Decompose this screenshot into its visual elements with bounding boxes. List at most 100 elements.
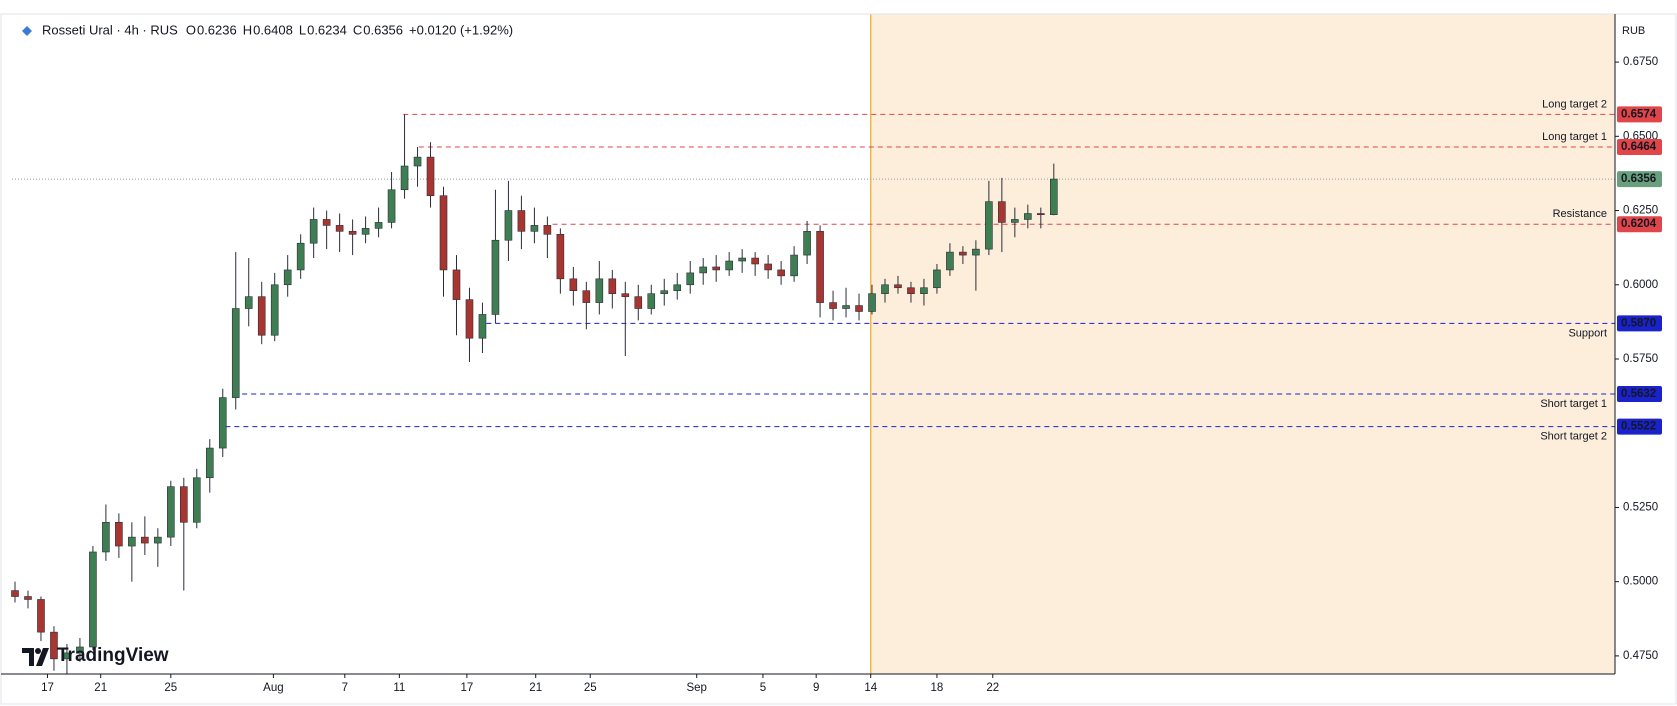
currency: RUB — [1622, 25, 1645, 37]
level-label: 0.5522 — [1621, 421, 1656, 433]
ohlc-key: H — [243, 22, 252, 37]
candle-body — [50, 631, 58, 660]
candle-body — [842, 305, 850, 309]
x-tick-label: 21 — [94, 682, 107, 694]
candle-body — [63, 652, 71, 660]
current-price-badge — [1617, 171, 1662, 188]
candle-body — [205, 447, 214, 479]
y-tick-label: 0.6750 — [1623, 56, 1658, 68]
candle-body — [855, 305, 863, 312]
candle-body — [141, 536, 149, 544]
x-tick-label: 21 — [529, 682, 542, 694]
candle-body — [361, 228, 370, 235]
candle-body — [413, 156, 422, 167]
candle-body — [1011, 219, 1019, 223]
ohlc-key: C — [353, 22, 362, 37]
x-tick-label: 22 — [986, 682, 999, 694]
level-name: Short target 1 — [1540, 398, 1607, 410]
candle-body — [309, 219, 318, 244]
x-tick-label: 25 — [584, 682, 597, 694]
candle-body — [387, 189, 396, 223]
candle-body — [803, 231, 811, 256]
candle-body — [76, 646, 84, 654]
candle-body — [764, 263, 772, 271]
candle-body — [296, 242, 305, 271]
y-tick-label: 0.6000 — [1623, 279, 1658, 291]
candle-body — [322, 219, 331, 226]
x-tick-label: 17 — [41, 682, 54, 694]
level-name: Long target 1 — [1542, 131, 1607, 143]
level-badge — [1617, 106, 1662, 123]
logo-dot — [35, 648, 41, 654]
candle-body — [907, 287, 915, 294]
candle-body — [504, 210, 513, 241]
level-badge — [1617, 139, 1662, 156]
candle-body — [517, 210, 526, 232]
candle-body — [894, 284, 902, 289]
level-label: 0.6204 — [1621, 218, 1657, 230]
candle-body — [660, 290, 669, 294]
change: +0.0120 (+1.92%) — [409, 22, 513, 37]
symbol-icon — [22, 26, 32, 36]
candle-body — [478, 314, 487, 339]
logo-text: TradingView — [57, 645, 169, 666]
candle-body — [959, 251, 967, 256]
candle-body — [777, 269, 785, 277]
ohlc-key: L — [299, 22, 306, 37]
x-tick-label: 9 — [813, 682, 819, 694]
frame — [0, 13, 1677, 705]
candle-body — [816, 231, 824, 303]
candle-body — [439, 195, 448, 271]
logo-mark — [22, 648, 49, 666]
candle-body — [192, 477, 201, 523]
candle-body — [634, 296, 643, 309]
candle-body — [400, 165, 409, 191]
ohlc-value: 0.6234 — [307, 22, 347, 37]
level-label: 0.5870 — [1621, 317, 1656, 329]
plot-area — [11, 14, 1615, 674]
candle-body — [556, 233, 565, 280]
candle-body — [920, 287, 928, 294]
ohlc-value: 0.6236 — [197, 22, 237, 37]
candle-body — [946, 251, 954, 271]
ohlc-key: O — [186, 22, 196, 37]
candle-body — [102, 521, 110, 553]
x-tick-label: 5 — [760, 682, 766, 694]
candle-body — [790, 254, 798, 277]
candle-body — [270, 284, 279, 336]
level-name: Short target 2 — [1540, 431, 1607, 443]
x-tick-label: 7 — [342, 682, 348, 694]
candle-body — [868, 293, 876, 312]
candle-body — [673, 284, 682, 292]
candle-body — [998, 201, 1006, 223]
y-tick-label: 0.5750 — [1623, 353, 1658, 365]
symbol-title: Rosseti Ural · 4h · RUS — [42, 22, 178, 37]
candle-body — [595, 278, 604, 303]
candle-body — [881, 284, 889, 294]
candle-body — [608, 278, 617, 294]
level-badge — [1617, 216, 1662, 233]
level-label: 0.6574 — [1621, 108, 1657, 120]
candle-body — [530, 225, 539, 232]
highlight-zone — [870, 14, 1615, 674]
candle-body — [712, 266, 720, 271]
candle-body — [985, 201, 993, 250]
candle-body — [374, 222, 383, 229]
candle-body — [257, 296, 266, 336]
candle-body — [283, 269, 292, 286]
x-tick-label: 14 — [864, 682, 877, 694]
level-badge — [1617, 315, 1662, 332]
candle-body — [37, 599, 45, 633]
ohlc-value: 0.6356 — [363, 22, 403, 37]
candle-body — [569, 278, 578, 292]
y-tick-label: 0.4750 — [1623, 650, 1658, 662]
candle-body — [231, 308, 240, 398]
y-tick-label: 0.6250 — [1623, 205, 1658, 217]
candle-body — [1024, 213, 1032, 220]
candle-body — [89, 551, 97, 648]
candle-body — [128, 536, 136, 547]
candle-body — [829, 302, 837, 309]
candle-body — [167, 486, 175, 538]
candle-body — [452, 269, 461, 300]
x-tick-label: Sep — [686, 682, 706, 694]
